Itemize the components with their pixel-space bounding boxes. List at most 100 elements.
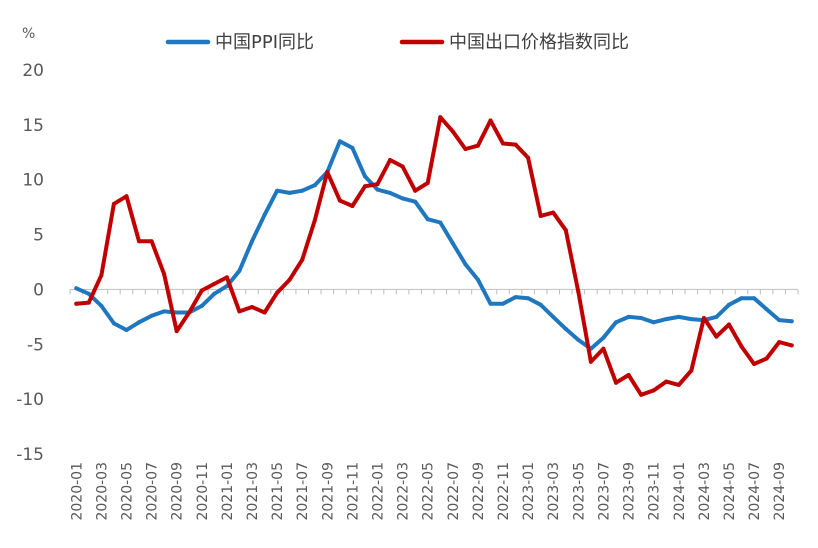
data-point-1 (626, 373, 631, 377)
data-point-1 (400, 164, 405, 169)
x-tick-label: 2021-01 (220, 462, 236, 521)
data-point-0 (727, 302, 731, 307)
data-point-1 (162, 272, 167, 277)
data-point-1 (99, 273, 104, 278)
data-point-1 (526, 155, 531, 160)
data-point-0 (337, 139, 342, 144)
y-tick-label: -10 (16, 390, 44, 410)
x-tick-label: 2024-07 (747, 462, 763, 521)
data-point-1 (111, 201, 116, 206)
data-point-1 (74, 301, 79, 306)
x-tick-label: 2021-11 (345, 462, 361, 521)
data-point-0 (764, 307, 769, 312)
data-point-1 (588, 359, 593, 364)
data-point-1 (576, 289, 581, 294)
data-point-1 (300, 257, 305, 262)
data-point-0 (563, 326, 568, 331)
x-tick-label: 2020-03 (94, 462, 110, 521)
data-point-1 (337, 198, 342, 203)
x-tick-label: 2021-07 (295, 462, 311, 521)
y-tick-label: 10 (22, 171, 44, 191)
data-point-0 (149, 313, 154, 318)
data-point-1 (513, 142, 518, 147)
data-point-1 (212, 281, 217, 286)
data-point-0 (400, 196, 405, 201)
data-point-1 (124, 194, 129, 199)
data-point-0 (111, 321, 116, 326)
data-point-1 (764, 356, 769, 361)
data-point-1 (752, 362, 757, 366)
data-point-0 (86, 291, 91, 296)
data-point-0 (475, 277, 480, 282)
data-point-1 (676, 382, 681, 387)
x-tick-label: 2023-05 (571, 462, 587, 521)
data-point-1 (363, 184, 367, 189)
unit-label: % (22, 26, 35, 42)
data-point-0 (714, 314, 719, 319)
data-point-1 (551, 210, 556, 215)
data-point-0 (601, 335, 606, 340)
data-point-1 (701, 316, 706, 320)
data-point-0 (388, 190, 393, 195)
data-point-1 (425, 181, 430, 185)
data-point-1 (475, 143, 480, 148)
data-point-0 (199, 303, 204, 308)
data-point-1 (312, 218, 317, 223)
data-point-1 (488, 118, 493, 123)
data-point-0 (413, 199, 418, 204)
series-line-0 (74, 139, 794, 351)
x-tick-label: 2022-09 (471, 462, 487, 521)
data-point-1 (463, 147, 468, 151)
x-tick-label: 2020-09 (170, 462, 186, 521)
data-point-1 (664, 379, 669, 384)
data-point-0 (250, 239, 254, 244)
data-point-1 (777, 340, 782, 345)
data-point-1 (137, 239, 141, 244)
data-point-0 (212, 291, 217, 296)
y-axis: 20 15 10 5 0 -5 -10 -15 (16, 61, 44, 465)
data-point-1 (739, 344, 744, 349)
data-point-0 (287, 190, 292, 195)
data-point-1 (501, 141, 505, 146)
x-tick-label: 2022-03 (396, 462, 412, 521)
data-point-0 (312, 183, 317, 188)
x-tick-label: 2022-01 (371, 462, 387, 521)
data-point-0 (664, 317, 669, 322)
x-tick-label: 2020-01 (69, 462, 85, 521)
legend-label-ppi: 中国PPI同比 (215, 32, 314, 53)
data-point-0 (262, 212, 267, 217)
data-point-0 (651, 320, 656, 325)
data-point-1 (689, 368, 694, 373)
data-point-0 (777, 318, 782, 323)
data-point-1 (237, 309, 242, 314)
data-point-0 (174, 310, 179, 315)
series-line-1 (74, 115, 794, 397)
x-tick-label: 2023-01 (521, 462, 537, 521)
x-tick-label: 2024-01 (672, 462, 688, 521)
data-point-0 (463, 262, 468, 267)
data-point-0 (639, 316, 644, 320)
y-tick-label: 0 (33, 280, 44, 300)
x-tick-label: 2024-09 (772, 462, 788, 521)
data-point-0 (237, 268, 242, 273)
x-tick-label: 2023-11 (647, 462, 663, 521)
data-point-1 (614, 380, 618, 385)
data-point-0 (350, 145, 355, 150)
y-tick-label: 20 (22, 61, 44, 81)
data-point-0 (676, 314, 681, 319)
data-point-1 (149, 239, 154, 244)
y-tick-label: 15 (22, 116, 44, 136)
data-point-1 (262, 310, 267, 315)
data-point-1 (325, 170, 330, 174)
x-tick-label: 2020-11 (195, 462, 211, 521)
x-tick-label: 2024-03 (697, 462, 713, 521)
x-tick-label: 2022-05 (421, 462, 437, 521)
x-tick-label: 2023-03 (546, 462, 562, 521)
x-tick-label: 2023-09 (622, 462, 638, 521)
x-tick-label: 2024-05 (722, 462, 738, 521)
data-point-0 (614, 320, 618, 325)
data-point-1 (639, 392, 644, 397)
data-point-1 (187, 310, 192, 315)
data-point-1 (287, 277, 292, 282)
